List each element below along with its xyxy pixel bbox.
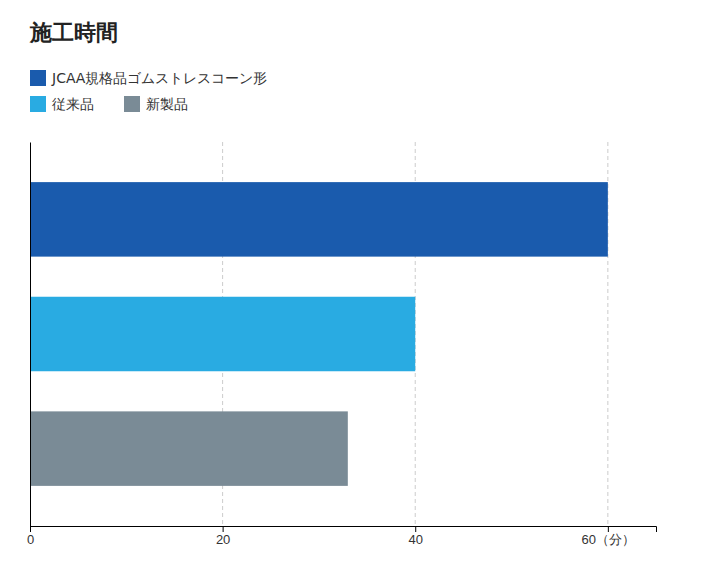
x-tick-label: 60（分） (582, 532, 635, 547)
x-axis-line (31, 527, 657, 533)
legend-swatch (30, 96, 46, 112)
x-tick: 60（分） (582, 526, 635, 547)
x-tick-mark (608, 526, 609, 532)
legend-item: JCAA規格品ゴムストレスコーン形 (30, 70, 267, 86)
x-tick: 0 (27, 526, 34, 547)
legend-swatch (30, 70, 46, 86)
chart: 施工時間 JCAA規格品ゴムストレスコーン形従来品 新製品 0 20 40 60（分） (0, 0, 716, 576)
bar (30, 411, 348, 486)
legend: JCAA規格品ゴムストレスコーン形従来品 新製品 (30, 70, 267, 112)
legend-item: 新製品 (124, 96, 188, 112)
x-tick-label: 40 (408, 532, 422, 547)
legend-label: 従来品 (52, 96, 94, 112)
bar (30, 182, 608, 257)
legend-label: 新製品 (146, 96, 188, 112)
x-tick-mark (30, 526, 31, 532)
x-tick-mark (223, 526, 224, 532)
y-axis (30, 143, 31, 527)
title: 施工時間 (29, 20, 118, 45)
x-tick: 20 (216, 526, 230, 547)
x-tick-mark (415, 526, 416, 532)
plot: 0 20 40 60（分） (27, 142, 657, 547)
x-tick: 40 (408, 526, 422, 547)
x-axis: 0 20 40 60（分） (27, 526, 657, 547)
bars (30, 182, 608, 486)
x-tick-label: 0 (27, 532, 34, 547)
bar (30, 297, 415, 372)
legend-item: 従来品 (30, 96, 94, 112)
y-axis-line (30, 143, 31, 527)
legend-swatch (124, 96, 140, 112)
x-tick-label: 20 (216, 532, 230, 547)
legend-label: JCAA規格品ゴムストレスコーン形 (51, 70, 267, 86)
